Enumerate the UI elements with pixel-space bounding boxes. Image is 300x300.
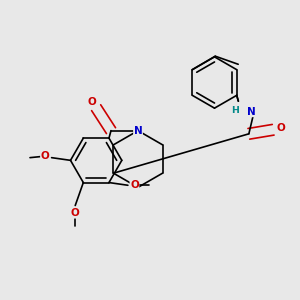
Text: O: O [87, 97, 96, 107]
Text: H: H [231, 106, 239, 115]
Text: N: N [248, 107, 256, 117]
Text: N: N [134, 126, 142, 136]
Text: O: O [276, 123, 285, 133]
Text: O: O [71, 208, 80, 218]
Text: O: O [130, 180, 139, 190]
Text: O: O [40, 151, 50, 161]
